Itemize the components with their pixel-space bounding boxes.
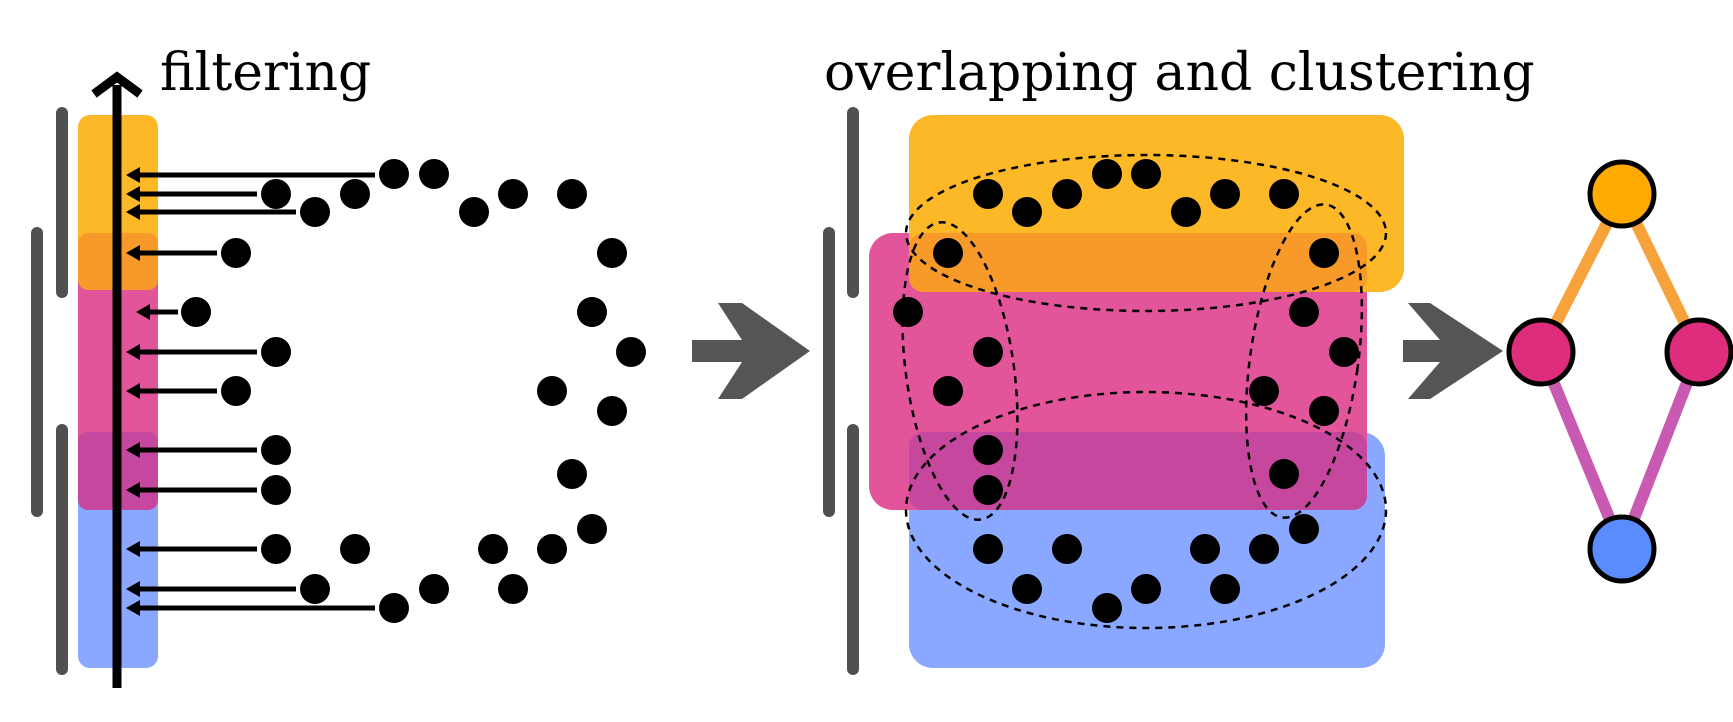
point xyxy=(616,337,646,367)
point xyxy=(1249,534,1279,564)
node-bottom xyxy=(1587,514,1657,584)
middle-data-points xyxy=(893,159,1359,623)
cluster-top xyxy=(904,153,1388,313)
point xyxy=(1052,534,1082,564)
point xyxy=(1249,376,1279,406)
point xyxy=(973,435,1003,465)
point xyxy=(379,159,409,189)
node-right xyxy=(1664,317,1733,387)
point xyxy=(973,337,1003,367)
point xyxy=(419,159,449,189)
point xyxy=(261,337,291,367)
point xyxy=(261,435,291,465)
point xyxy=(1329,337,1359,367)
cluster-bottom xyxy=(904,390,1388,630)
cluster-left xyxy=(901,221,1019,521)
point xyxy=(537,376,567,406)
point xyxy=(261,534,291,564)
point xyxy=(973,475,1003,505)
transition-arrow-1 xyxy=(692,303,810,399)
overlapping-label: overlapping and clustering xyxy=(824,43,1535,103)
point xyxy=(537,534,567,564)
point xyxy=(1289,514,1319,544)
point xyxy=(1309,396,1339,426)
point xyxy=(340,179,370,209)
point xyxy=(597,396,627,426)
point xyxy=(1131,159,1161,189)
point xyxy=(933,238,963,268)
point xyxy=(1190,534,1220,564)
cluster-right xyxy=(1244,203,1364,519)
point xyxy=(1269,179,1299,209)
point xyxy=(1131,574,1161,604)
point xyxy=(1210,179,1240,209)
point xyxy=(1092,159,1122,189)
point xyxy=(933,376,963,406)
point xyxy=(1269,459,1299,489)
nerve-graph xyxy=(1506,159,1733,584)
point xyxy=(577,297,607,327)
node-top xyxy=(1587,159,1657,229)
point xyxy=(557,179,587,209)
point xyxy=(300,574,330,604)
point xyxy=(1289,297,1319,327)
point xyxy=(1171,197,1201,227)
filtering-label: filtering xyxy=(160,43,371,103)
point xyxy=(221,238,251,268)
point xyxy=(973,534,1003,564)
point xyxy=(1092,593,1122,623)
point xyxy=(261,475,291,505)
point xyxy=(498,179,528,209)
point xyxy=(300,197,330,227)
point xyxy=(478,534,508,564)
point xyxy=(1012,574,1042,604)
overlap-orange-pink xyxy=(909,233,1367,292)
node-left xyxy=(1506,317,1576,387)
point xyxy=(181,297,211,327)
edge-right-bottom xyxy=(1616,349,1705,552)
point xyxy=(557,459,587,489)
filtering-panel: filtering xyxy=(31,43,646,688)
filter-axis-arrowhead xyxy=(91,71,143,98)
projection-arrows xyxy=(126,167,375,616)
point xyxy=(1052,179,1082,209)
point xyxy=(1012,197,1042,227)
point xyxy=(597,238,627,268)
point xyxy=(261,179,291,209)
point xyxy=(221,376,251,406)
point xyxy=(1309,238,1339,268)
overlap-pink-blue xyxy=(909,432,1367,510)
point xyxy=(973,179,1003,209)
transition-arrow-2 xyxy=(1403,303,1503,399)
left-data-points xyxy=(181,159,646,623)
point xyxy=(459,197,489,227)
point xyxy=(1210,574,1240,604)
point xyxy=(340,534,370,564)
clustering-panel: overlapping and clustering xyxy=(823,43,1535,675)
point xyxy=(498,574,528,604)
edge-left-bottom xyxy=(1535,349,1628,552)
point xyxy=(379,593,409,623)
point xyxy=(419,574,449,604)
point xyxy=(893,297,923,327)
cluster-outlines xyxy=(901,153,1388,630)
point xyxy=(577,514,607,544)
